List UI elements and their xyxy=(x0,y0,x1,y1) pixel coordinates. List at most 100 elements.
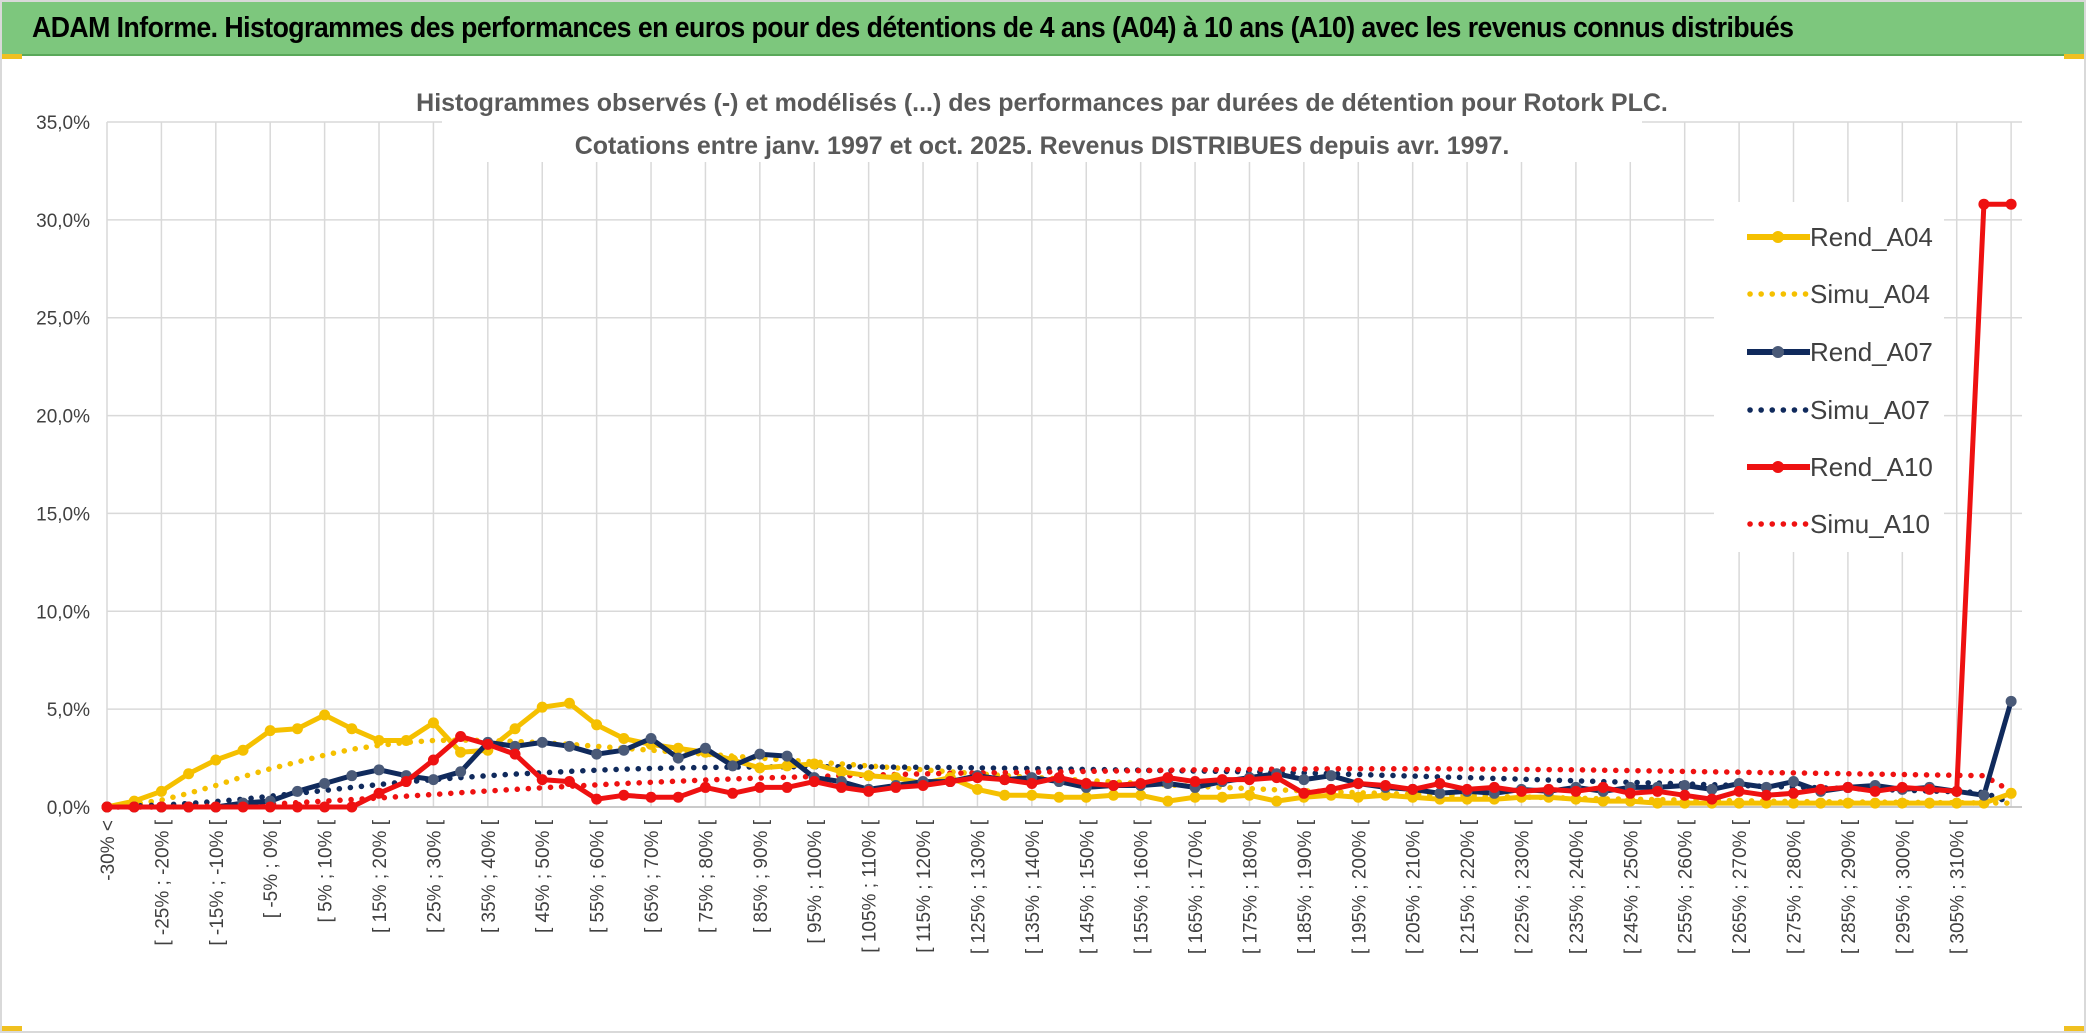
x-tick-label: [ -25% ; -20% [ xyxy=(152,819,173,945)
data-point xyxy=(1651,797,1663,809)
data-point xyxy=(890,781,902,793)
data-point xyxy=(1570,785,1582,797)
data-point xyxy=(237,801,249,813)
data-point xyxy=(509,748,521,760)
data-point xyxy=(1733,797,1745,809)
data-point xyxy=(1597,781,1609,793)
data-point xyxy=(781,781,793,793)
data-point xyxy=(1189,776,1201,788)
data-point xyxy=(1896,797,1908,809)
report-title: ADAM Informe. Histogrammes des performan… xyxy=(32,11,1794,44)
data-point xyxy=(1379,779,1391,791)
data-point xyxy=(427,754,439,766)
legend-label: Simu_A04 xyxy=(1810,279,1930,309)
legend-marker xyxy=(1772,461,1784,473)
data-point xyxy=(672,742,684,754)
y-tick-label: 20,0% xyxy=(36,407,90,428)
data-point xyxy=(863,770,875,782)
data-point xyxy=(727,787,739,799)
data-point xyxy=(291,785,303,797)
data-point xyxy=(618,733,630,744)
data-point xyxy=(183,801,195,813)
series xyxy=(101,198,2017,813)
data-point xyxy=(1461,793,1473,805)
series-Simu_A04 xyxy=(104,737,2014,809)
legend-marker xyxy=(1772,346,1784,358)
data-point xyxy=(1624,795,1636,807)
data-point xyxy=(101,801,113,813)
data-point xyxy=(183,768,195,780)
data-point xyxy=(971,772,983,784)
series-Simu_A10 xyxy=(104,766,2014,810)
data-point xyxy=(699,781,711,793)
data-point xyxy=(509,723,521,735)
data-point xyxy=(727,760,739,772)
data-point xyxy=(291,723,303,735)
data-point xyxy=(1924,797,1936,809)
x-tick-label: [ 195% ; 200% [ xyxy=(1349,819,1370,954)
x-tick-label: [ 35% ; 40% [ xyxy=(479,819,500,933)
data-point xyxy=(536,736,548,748)
data-point xyxy=(1080,778,1092,790)
x-tick-label: [ 165% ; 170% [ xyxy=(1186,819,1207,954)
legend-label: Simu_A07 xyxy=(1810,395,1930,425)
series-Rend_A10 xyxy=(101,198,2017,813)
x-tick-label: [ 215% ; 220% [ xyxy=(1458,819,1479,954)
corner-accent-left xyxy=(2,54,22,59)
data-point xyxy=(563,697,575,709)
data-point xyxy=(1298,787,1310,799)
data-point xyxy=(563,740,575,752)
corner-accent-bottom-left xyxy=(2,1026,22,1031)
x-tick-label: [ 105% ; 110% [ xyxy=(860,819,881,952)
x-tick-label: [ 115% ; 120% [ xyxy=(914,819,935,952)
data-point xyxy=(2005,695,2017,707)
data-point xyxy=(400,776,412,788)
data-point xyxy=(618,744,630,756)
x-tick-label: -30% < xyxy=(98,820,119,881)
x-tick-label: [ 135% ; 140% [ xyxy=(1023,819,1044,954)
data-point xyxy=(1216,774,1228,786)
data-point xyxy=(155,785,167,797)
data-point xyxy=(1760,781,1772,793)
data-point xyxy=(781,750,793,762)
data-point xyxy=(1162,772,1174,784)
data-point xyxy=(1407,791,1419,803)
data-point xyxy=(1733,778,1745,790)
data-point xyxy=(699,742,711,754)
y-tick-label: 30,0% xyxy=(36,211,90,232)
data-point xyxy=(509,740,521,752)
x-tick-label: [ 245% ; 250% [ xyxy=(1621,819,1642,954)
data-point xyxy=(455,746,467,758)
legend-label: Rend_A10 xyxy=(1810,452,1933,482)
series-line xyxy=(106,700,2012,810)
data-point xyxy=(1461,783,1473,795)
data-point xyxy=(863,785,875,797)
data-point xyxy=(591,719,603,731)
data-point xyxy=(210,754,222,766)
legend-item-Simu_A04: Simu_A04 xyxy=(1747,279,1930,309)
data-point xyxy=(400,734,412,746)
data-point xyxy=(808,776,820,788)
data-point xyxy=(1706,783,1718,795)
data-point xyxy=(346,723,358,735)
data-point xyxy=(1243,789,1255,801)
data-point xyxy=(1216,791,1228,803)
data-point xyxy=(754,781,766,793)
legend-label: Rend_A04 xyxy=(1810,222,1933,252)
y-tick-label: 25,0% xyxy=(36,309,90,330)
data-point xyxy=(1624,787,1636,799)
x-tick-label: [ 15% ; 20% [ xyxy=(370,819,391,933)
x-tick-label: [ 295% ; 300% [ xyxy=(1893,819,1914,954)
series-line xyxy=(107,700,2014,810)
data-point xyxy=(319,709,331,721)
data-point xyxy=(645,791,657,803)
data-point xyxy=(1760,789,1772,801)
y-tick-label: 5,0% xyxy=(47,700,90,721)
data-point xyxy=(1570,793,1582,805)
data-point xyxy=(754,748,766,760)
x-axis-ticks: -30% < [ -25% ; -20% [[ -15% ; -10% [[ -5… xyxy=(98,819,1969,954)
data-point xyxy=(1352,778,1364,790)
x-tick-label: [ 125% ; 130% [ xyxy=(968,819,989,954)
data-point xyxy=(672,752,684,764)
